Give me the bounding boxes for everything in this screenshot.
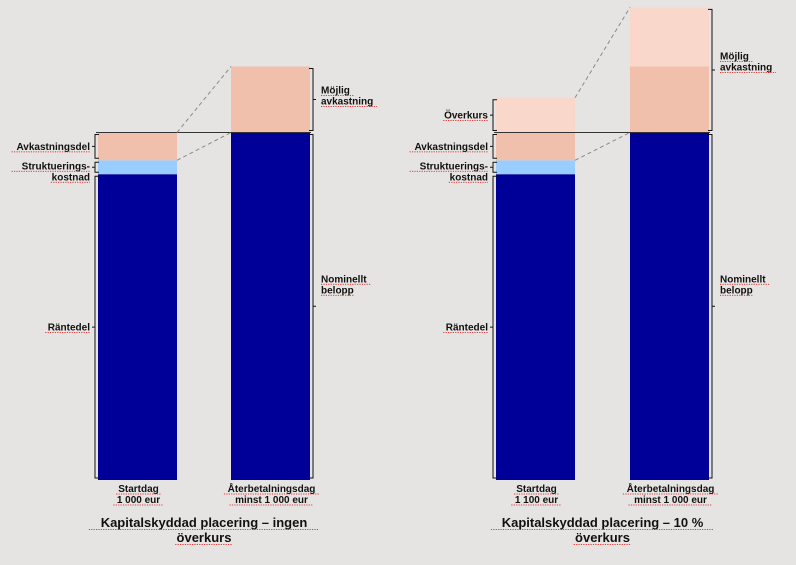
- bracket-overkurs: [490, 99, 497, 131]
- chart-title: överkurs: [177, 530, 232, 545]
- bracket-avkastningsdel: [92, 134, 99, 159]
- connector-bottom: [176, 132, 232, 161]
- bar-segment-mojlig-avkastning: [231, 66, 310, 133]
- bracket-strukturerings-kostnad: [490, 161, 497, 173]
- bracket-nominellt-belopp: [309, 134, 316, 479]
- bar-segment-avkastningsdel: [98, 132, 177, 161]
- bracket-rantedel: [490, 175, 497, 479]
- label-mojlig-avkastning: Möjlig: [321, 85, 350, 96]
- bar-segment-nominellt-belopp: [231, 132, 310, 480]
- label-overkurs: Överkurs: [444, 109, 488, 122]
- label-nominellt-belopp: belopp: [720, 285, 753, 296]
- connector-top: [574, 7, 631, 99]
- bar-segment-rantedel: [98, 174, 177, 480]
- label-rantedel: Räntedel: [446, 323, 488, 334]
- label-avkastningsdel: Avkastningsdel: [16, 142, 90, 153]
- bar-segment-nominellt-belopp: [630, 132, 709, 480]
- category-label: minst 1 000 eur: [634, 495, 707, 506]
- label-nominellt-belopp: belopp: [321, 285, 354, 296]
- category-label: Återbetalningsdag: [627, 482, 715, 495]
- chart-title: Kapitalskyddad placering – ingen: [101, 515, 308, 530]
- label-avkastningsdel: Avkastningsdel: [414, 142, 488, 153]
- label-rantedel: Räntedel: [48, 323, 90, 334]
- bracket-nominellt-belopp: [708, 134, 715, 479]
- connector-top: [176, 66, 232, 133]
- bar-segment-overkurs: [496, 97, 575, 133]
- chart-title: överkurs: [575, 530, 630, 545]
- bar-segment-segment: [630, 7, 709, 67]
- category-label: Startdag: [516, 484, 557, 495]
- label-strukturerings-kostnad: kostnad: [52, 172, 90, 183]
- bar-segment-strukturerings-kostnad: [98, 160, 177, 175]
- connector-bottom: [574, 132, 631, 161]
- bracket-mojlig-avkastning: [708, 8, 715, 131]
- bracket-strukturerings-kostnad: [92, 161, 99, 173]
- bracket-mojlig-avkastning: [309, 67, 316, 131]
- label-mojlig-avkastning: avkastning: [720, 62, 772, 73]
- label-strukturerings-kostnad: kostnad: [450, 172, 488, 183]
- label-nominellt-belopp: Nominellt: [720, 274, 766, 285]
- bar-segment-rantedel: [496, 174, 575, 480]
- bar-segment-mojlig-avkastning: [630, 66, 709, 133]
- bar-segment-avkastningsdel: [496, 132, 575, 161]
- category-label: Återbetalningsdag: [228, 482, 316, 495]
- category-label: minst 1 000 eur: [235, 495, 308, 506]
- label-mojlig-avkastning: Möjlig: [720, 51, 749, 62]
- category-label: Startdag: [118, 484, 159, 495]
- label-strukturerings-kostnad: Struktuerings-: [22, 161, 90, 172]
- bar-segment-strukturerings-kostnad: [496, 160, 575, 175]
- bracket-avkastningsdel: [490, 134, 497, 159]
- chart-title: Kapitalskyddad placering – 10 %: [502, 515, 704, 530]
- bracket-rantedel: [92, 175, 99, 479]
- category-label: 1 000 eur: [117, 495, 160, 506]
- label-nominellt-belopp: Nominellt: [321, 274, 367, 285]
- label-strukturerings-kostnad: Struktuerings-: [420, 161, 488, 172]
- label-mojlig-avkastning: avkastning: [321, 96, 373, 107]
- category-label: 1 100 eur: [515, 495, 558, 506]
